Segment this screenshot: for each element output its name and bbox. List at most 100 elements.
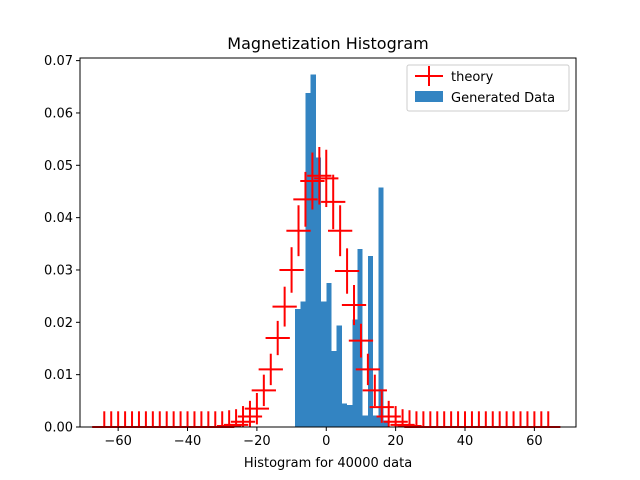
y-axis-ticks: 0.00 0.01 0.02 0.03 0.04 0.05 0.06 0.07: [44, 54, 80, 436]
x-tick-label: 20: [387, 434, 404, 449]
legend-generated-data-swatch: [415, 91, 443, 102]
theory-point: [438, 411, 464, 428]
legend-generated-data-label: Generated Data: [451, 91, 555, 106]
histogram-bar: [310, 74, 316, 428]
theory-point: [487, 411, 512, 428]
theory-point: [341, 284, 367, 326]
chart-title: Magnetization Histogram: [227, 34, 428, 53]
theory-point: [161, 411, 186, 428]
theory-point: [459, 411, 485, 428]
theory-point: [418, 411, 443, 428]
theory-point: [466, 411, 492, 428]
histogram-bar: [362, 415, 368, 427]
theory-point: [536, 411, 561, 428]
theory-point: [92, 411, 117, 428]
theory-point: [106, 411, 131, 428]
legend-theory-label: theory: [451, 70, 494, 85]
theory-point: [300, 152, 325, 210]
theory-point: [445, 411, 471, 428]
theory-point: [432, 411, 457, 428]
histogram-bar: [321, 301, 327, 427]
theory-point: [397, 410, 422, 427]
y-tick-label: 0.02: [44, 316, 73, 331]
axes-frame: [79, 57, 577, 428]
theory-point: [480, 411, 505, 428]
theory-point: [494, 411, 519, 428]
theory-point: [501, 411, 526, 428]
theory-point: [223, 409, 249, 427]
theory-point: [369, 391, 394, 423]
theory-point: [334, 248, 360, 294]
theory-point: [175, 411, 200, 428]
x-tick-label: −40: [174, 434, 201, 449]
x-tick-label: −60: [104, 434, 131, 449]
theory-point: [133, 411, 159, 428]
theory-point: [314, 149, 339, 208]
theory-point: [265, 320, 290, 356]
theory-point: [147, 411, 172, 428]
theory-point: [140, 411, 165, 428]
y-tick-label: 0.00: [44, 421, 73, 436]
theory-point: [126, 411, 152, 428]
theory-point: [307, 146, 332, 205]
legend: theory Generated Data: [406, 64, 570, 112]
theory-point: [182, 411, 207, 428]
y-tick-label: 0.05: [44, 159, 73, 174]
histogram-bar: [315, 157, 322, 427]
theory-point: [99, 411, 124, 428]
theory-point: [508, 411, 533, 428]
histogram-bar: [373, 415, 379, 427]
x-tick-label: 40: [457, 434, 474, 449]
y-tick-label: 0.01: [44, 368, 73, 383]
theory-point: [529, 411, 554, 428]
theory-point: [203, 411, 228, 428]
histogram-bar: [300, 301, 306, 427]
y-tick-label: 0.07: [44, 54, 73, 69]
theory-point: [362, 374, 387, 407]
theory-point: [168, 411, 193, 428]
theory-point: [154, 411, 179, 428]
y-tick-label: 0.06: [44, 106, 73, 121]
theory-point: [251, 374, 276, 407]
x-axis-label: Histogram for 40000 data: [244, 456, 412, 471]
histogram-bar: [352, 319, 358, 427]
y-tick-label: 0.04: [44, 211, 73, 226]
y-tick-label: 0.03: [44, 263, 73, 278]
theory-point: [286, 205, 311, 257]
histogram-bar: [305, 93, 311, 427]
x-axis-ticks: −60 −40 −20 0 20 40 60: [104, 427, 543, 449]
theory-point: [473, 411, 498, 428]
x-tick-label: 60: [526, 434, 543, 449]
theory-point: [196, 411, 221, 428]
theory-point: [119, 411, 145, 428]
theory-point: [279, 247, 304, 293]
theory-point: [411, 411, 436, 428]
theory-point: [112, 411, 138, 428]
x-tick-label: −20: [243, 434, 270, 449]
histogram-bar: [336, 325, 342, 427]
theory-point: [348, 323, 374, 358]
legend-box: [406, 64, 570, 112]
histogram-bars: [295, 74, 389, 428]
theory-point: [328, 205, 353, 257]
theory-point: [452, 411, 478, 428]
theory-point: [272, 286, 297, 327]
theory-point: [189, 411, 214, 428]
legend-theory-marker: [415, 66, 443, 86]
theory-point: [355, 353, 381, 386]
histogram-bar: [295, 309, 301, 427]
theory-point: [258, 353, 283, 386]
histogram-bar: [331, 351, 337, 427]
theory-point: [390, 409, 415, 427]
theory-point: [321, 174, 346, 230]
theory-point: [244, 392, 270, 425]
histogram-bar: [383, 420, 389, 427]
histogram-bar: [341, 403, 348, 427]
x-tick-label: 0: [322, 434, 330, 449]
histogram-bar: [326, 283, 332, 427]
histogram-bar: [378, 187, 384, 427]
theory-point: [237, 400, 263, 427]
histogram-bar: [347, 405, 353, 427]
theory-point: [425, 411, 450, 428]
